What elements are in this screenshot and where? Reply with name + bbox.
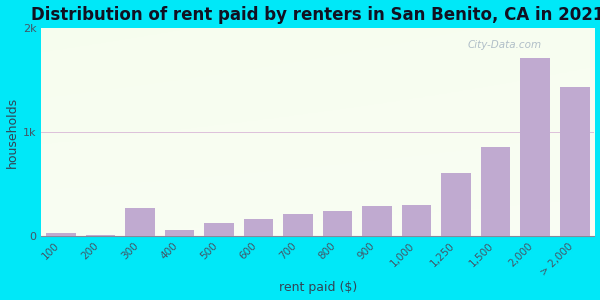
X-axis label: rent paid ($): rent paid ($)	[279, 281, 357, 294]
Bar	[520, 58, 550, 236]
Bar	[481, 146, 511, 236]
Bar	[204, 223, 234, 236]
Bar	[125, 208, 155, 236]
Bar	[244, 219, 274, 236]
Bar	[560, 87, 590, 236]
Bar	[402, 205, 431, 236]
Bar	[164, 230, 194, 236]
Bar	[362, 206, 392, 236]
Bar	[283, 214, 313, 236]
Bar	[323, 211, 352, 236]
Y-axis label: households: households	[5, 96, 19, 167]
Title: Distribution of rent paid by renters in San Benito, CA in 2021: Distribution of rent paid by renters in …	[31, 6, 600, 24]
Bar	[442, 172, 471, 236]
Bar	[86, 235, 115, 236]
Text: City-Data.com: City-Data.com	[467, 40, 541, 50]
Bar	[46, 233, 76, 236]
